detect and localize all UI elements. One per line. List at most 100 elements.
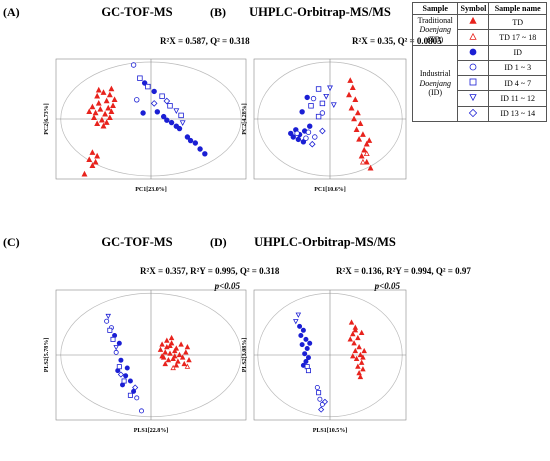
data-point-circle-filled <box>304 345 310 351</box>
data-point-triangle-filled <box>105 104 112 111</box>
data-point-triangle-down-open <box>327 85 333 92</box>
data-point-triangle-filled <box>349 84 356 91</box>
data-point-circle-filled <box>140 110 146 116</box>
data-point-triangle-filled <box>353 355 360 361</box>
data-point-circle-open <box>134 395 140 401</box>
data-point-circle-filled <box>127 378 133 384</box>
legend-name-td: TD <box>488 14 547 31</box>
data-point-circle-filled <box>290 134 296 140</box>
data-point-circle-filled <box>192 140 199 146</box>
data-point-circle-filled <box>151 88 157 95</box>
legend-symbol-id11 <box>457 90 490 107</box>
data-point-triangle-filled <box>358 359 365 365</box>
legend-table: Sample Symbol Sample name Traditional Do… <box>411 1 547 122</box>
data-point-triangle-filled <box>360 354 366 360</box>
chart-stats: R²X = 0.136, R²Y = 0.994, Q² = 0.97 <box>336 266 471 276</box>
data-point-circle-filled <box>118 357 124 363</box>
data-point-circle-filled <box>288 130 294 137</box>
data-point-triangle-filled <box>81 170 88 177</box>
data-point-triangle-filled <box>168 334 175 341</box>
data-point-triangle-down-open <box>113 345 119 351</box>
chart-panel-2: (B) UHPLC-Orbitrap-MS/MS R²X = 0.35, Q² = … <box>210 5 442 193</box>
legend-name-id4: ID 4 ~ 7 <box>488 75 547 92</box>
y-axis-label: PLS2[5.78%] <box>44 338 50 373</box>
data-point-triangle-filled <box>359 131 366 137</box>
data-point-triangle-filled <box>173 362 180 368</box>
data-point-circle-filled <box>160 113 167 120</box>
data-point-circle-filled <box>202 151 208 157</box>
data-point-triangle-filled <box>102 110 109 117</box>
data-point-triangle-filled <box>162 360 169 367</box>
data-point-circle-filled <box>300 139 307 145</box>
legend-symbol-id4 <box>457 75 490 92</box>
data-point-triangle-open <box>184 363 191 369</box>
data-point-triangle-filled <box>183 349 189 355</box>
data-point-circle-filled <box>303 358 309 364</box>
legend-header-name: Sample name <box>488 1 547 16</box>
data-point-circle-open <box>317 396 323 402</box>
data-point-triangle-filled <box>98 116 105 123</box>
chart-title: UHPLC-Orbitrap-MS/MS <box>249 5 391 19</box>
data-point-circle-filled <box>297 323 303 329</box>
data-point-triangle-filled <box>356 136 363 142</box>
data-point-triangle-filled <box>106 114 113 121</box>
data-point-triangle-down-open <box>330 102 337 108</box>
data-point-triangle-filled <box>108 108 115 115</box>
data-point-circle-filled <box>154 109 161 115</box>
data-point-triangle-open <box>170 364 176 371</box>
data-point-circle-filled <box>295 136 302 143</box>
data-point-square-open <box>127 392 133 398</box>
chart-title: UHPLC-Orbitrap-MS/MS <box>254 235 396 249</box>
data-point-triangle-open <box>359 158 366 165</box>
data-point-triangle-filled <box>361 146 368 153</box>
data-point-triangle-filled <box>347 336 354 342</box>
data-point-triangle-filled <box>94 152 101 159</box>
data-point-triangle-filled <box>178 341 184 347</box>
data-point-square-open <box>315 113 322 120</box>
data-point-square-open <box>116 364 122 370</box>
data-point-triangle-down-open <box>105 313 112 320</box>
data-point-square-open <box>167 103 173 109</box>
data-point-triangle-filled <box>89 103 96 110</box>
data-point-triangle-filled <box>94 92 101 99</box>
data-point-triangle-filled <box>167 342 173 348</box>
data-point-circle-filled <box>299 109 305 115</box>
data-point-triangle-filled <box>176 351 183 358</box>
data-point-circle-open <box>113 349 119 355</box>
data-point-triangle-filled <box>350 353 356 359</box>
data-point-square-open <box>319 100 326 107</box>
legend-marker-diamond-open <box>469 108 478 117</box>
y-axis-label: PC2[4.28%] <box>242 103 248 135</box>
x-axis-label: PLS1[22.8%] <box>134 428 169 434</box>
data-point-triangle-filled <box>366 137 373 143</box>
data-point-triangle-filled <box>351 340 357 346</box>
data-point-square-open <box>305 368 311 374</box>
data-point-triangle-filled <box>92 158 99 165</box>
data-point-triangle-filled <box>103 119 110 125</box>
x-axis-label: PC1[23.0%] <box>135 187 167 193</box>
legend-marker-circle-open <box>470 63 477 71</box>
data-point-circle-open <box>310 95 317 102</box>
data-point-triangle-filled <box>357 120 364 127</box>
data-point-circle-filled <box>131 388 137 394</box>
significance-label: p<0.05 <box>214 281 241 291</box>
panel-label: (B) <box>210 5 226 19</box>
data-point-diamond-open <box>117 371 125 378</box>
data-point-square-open <box>178 112 184 119</box>
legend-name-id1: ID 1 ~ 3 <box>488 59 547 77</box>
data-point-triangle-filled <box>103 97 110 104</box>
chart-stats: R²X = 0.587, Q² = 0.318 <box>160 36 250 46</box>
x-axis-label: PC1[10.6%] <box>314 187 346 193</box>
data-point-circle-open <box>303 135 309 141</box>
data-point-circle-filled <box>123 373 129 379</box>
chart-title: GC-TOF-MS <box>101 5 172 19</box>
legend-name-td17: TD 17 ~ 18 <box>488 29 547 46</box>
data-point-diamond-open <box>319 127 326 135</box>
data-point-square-open <box>121 378 127 384</box>
legend-group-traditional: Traditional Doenjang (TD) <box>411 14 459 46</box>
legend-symbol-id <box>457 44 490 61</box>
data-point-triangle-open <box>363 150 370 157</box>
data-point-triangle-filled <box>184 344 191 350</box>
data-point-triangle-filled <box>89 162 96 169</box>
